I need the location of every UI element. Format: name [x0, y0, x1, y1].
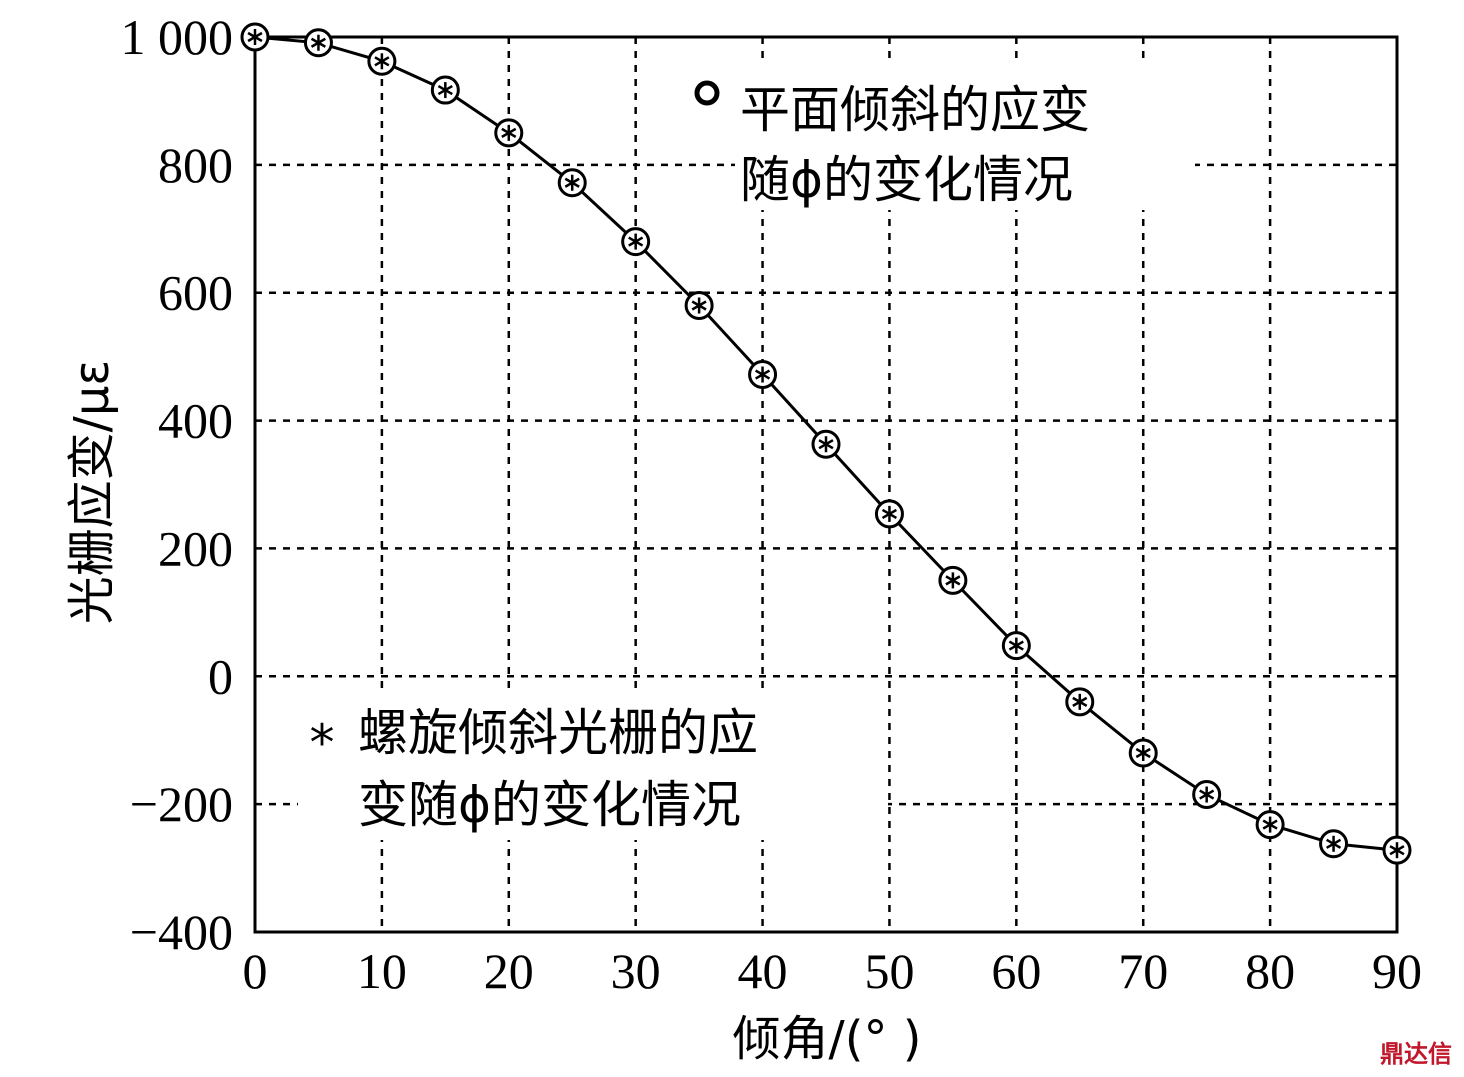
x-axis-title: 倾角/(° )	[733, 1011, 922, 1067]
asterisk-stroke	[818, 439, 834, 450]
asterisk-marker	[1008, 637, 1024, 654]
asterisk-stroke	[501, 127, 517, 138]
legend-label-line: 平面倾斜的应变	[740, 81, 1090, 139]
data-series	[240, 22, 1412, 865]
asterisk-marker	[945, 572, 961, 589]
asterisk-marker	[1326, 835, 1342, 852]
y-tick-label: 600	[158, 265, 233, 321]
asterisk-stroke	[310, 37, 326, 48]
asterisk-marker	[1199, 786, 1215, 803]
asterisk-stroke	[437, 84, 453, 96]
asterisk-stroke	[945, 575, 961, 586]
asterisk-marker	[310, 34, 326, 51]
asterisk-stroke	[1262, 819, 1278, 830]
asterisk-marker	[501, 124, 517, 141]
y-tick-label: 200	[158, 520, 233, 576]
x-tick-label: 60	[991, 943, 1041, 999]
x-tick-label: 80	[1245, 943, 1295, 999]
asterisk-marker	[1262, 816, 1278, 833]
asterisk-stroke	[374, 56, 390, 67]
asterisk-marker	[881, 505, 897, 522]
legend-bg-bottom	[298, 690, 888, 840]
x-tick-label: 90	[1372, 943, 1422, 999]
asterisk-stroke	[1326, 838, 1342, 849]
asterisk-marker	[1135, 745, 1151, 761]
watermark-logo: 鼎达信	[1380, 1034, 1452, 1069]
asterisk-stroke	[1135, 747, 1151, 759]
legend-label-line: 随ϕ的变化情况	[740, 151, 1073, 209]
x-tick-label: 50	[864, 943, 914, 999]
asterisk-marker	[1389, 842, 1405, 859]
legend-label-line: 螺旋倾斜光栅的应	[358, 704, 758, 762]
asterisk-marker	[628, 233, 644, 250]
plot-frame	[253, 35, 1399, 934]
x-tick-label: 0	[243, 943, 268, 999]
asterisk-stroke	[691, 300, 707, 311]
asterisk-stroke	[755, 369, 771, 380]
asterisk-marker	[818, 436, 834, 453]
asterisk-marker	[437, 82, 453, 99]
x-tick-label: 30	[611, 943, 661, 999]
x-tick-label: 20	[484, 943, 534, 999]
y-tick-label: 400	[158, 393, 233, 449]
asterisk-stroke	[628, 236, 644, 247]
asterisk-stroke	[881, 508, 897, 519]
legend-label-line: 变随ϕ的变化情况	[358, 776, 741, 834]
asterisk-marker	[1072, 693, 1088, 710]
x-tick-labels: 0 10 20 30 40 50 60 70 80 90	[243, 943, 1423, 999]
legend-circle-icon	[694, 80, 720, 106]
asterisk-marker	[755, 366, 771, 383]
asterisk-marker	[374, 53, 390, 70]
x-tick-label: 70	[1118, 943, 1168, 999]
asterisk-stroke	[564, 177, 580, 188]
y-tick-label: −400	[130, 904, 233, 960]
x-tick-label: 40	[738, 943, 788, 999]
y-axis-title: 光栅应变/με	[64, 360, 120, 625]
asterisk-stroke	[247, 31, 263, 43]
asterisk-marker	[247, 29, 263, 45]
legend-asterisk-icon: *	[310, 714, 335, 772]
y-tick-label: 800	[158, 137, 233, 193]
asterisk-marker	[564, 174, 580, 191]
plot-border	[253, 35, 1399, 934]
y-tick-labels: 1 000 800 600 400 200 0 −200 −400	[121, 9, 234, 960]
y-tick-label: −200	[130, 776, 233, 832]
legend-bg-top	[735, 60, 1195, 210]
watermark-text: 鼎达信	[1380, 1040, 1452, 1068]
y-tick-label: 0	[208, 648, 233, 704]
asterisk-stroke	[1072, 696, 1088, 707]
asterisk-stroke	[1199, 789, 1215, 800]
y-tick-label: 1 000	[121, 9, 234, 65]
asterisk-stroke	[1008, 640, 1024, 651]
asterisk-marker	[691, 297, 707, 314]
asterisk-stroke	[1389, 845, 1405, 856]
x-tick-label: 10	[357, 943, 407, 999]
